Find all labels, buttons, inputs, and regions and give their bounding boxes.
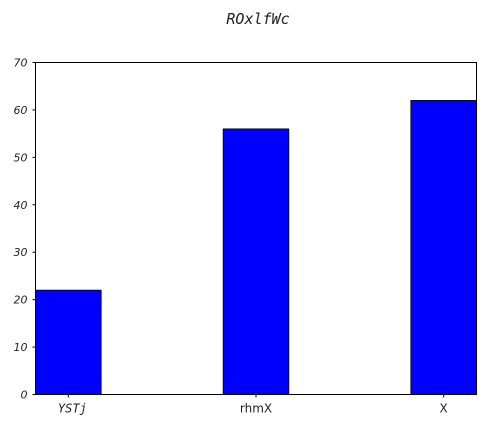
bar-x [410, 100, 477, 395]
y-tick-label: 70 [14, 57, 28, 70]
x-tick-label: X [440, 402, 448, 416]
x-axis-ticks: YSTj rhmX X [58, 394, 448, 416]
y-axis-ticks: 0 10 20 30 40 50 60 70 [14, 57, 36, 402]
chart-title: ROxlfWc [226, 10, 289, 28]
bar-rhmx [222, 128, 290, 395]
x-tick-label: rhmX [240, 402, 272, 416]
bars-group [35, 100, 477, 395]
y-tick-label: 40 [14, 199, 28, 212]
y-tick-label: 0 [21, 389, 28, 402]
y-tick-label: 10 [14, 341, 28, 354]
y-tick-label: 20 [14, 294, 28, 307]
y-tick-label: 30 [14, 246, 28, 259]
y-tick-label: 50 [14, 151, 28, 164]
x-tick-label: YSTj [58, 402, 87, 416]
y-tick-label: 60 [14, 104, 28, 117]
bar-ystj [35, 289, 102, 395]
